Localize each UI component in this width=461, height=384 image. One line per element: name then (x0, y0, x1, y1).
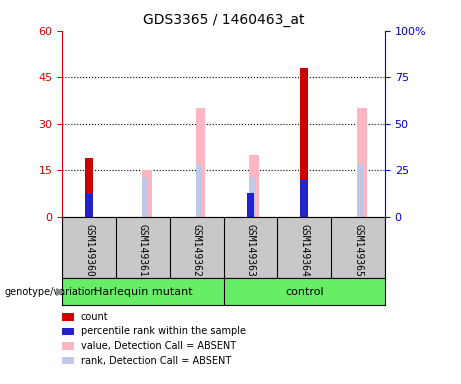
Text: ▶: ▶ (56, 287, 65, 297)
Bar (195, 108, 205, 217)
Bar (142, 177, 148, 217)
Bar (85, 158, 93, 217)
Text: percentile rank within the sample: percentile rank within the sample (81, 326, 246, 336)
Bar (357, 164, 363, 217)
Bar (195, 164, 202, 217)
Bar (357, 108, 366, 217)
Text: count: count (81, 312, 108, 322)
Text: control: control (285, 287, 324, 297)
Text: GSM149362: GSM149362 (192, 224, 202, 277)
Bar (301, 180, 308, 217)
Bar (85, 193, 93, 217)
Bar (249, 155, 259, 217)
Text: GSM149365: GSM149365 (353, 224, 363, 277)
Text: Harlequin mutant: Harlequin mutant (94, 287, 192, 297)
Bar (247, 193, 254, 217)
Text: GSM149364: GSM149364 (299, 224, 309, 277)
Text: GSM149360: GSM149360 (84, 224, 94, 277)
Bar (142, 170, 152, 217)
Text: rank, Detection Call = ABSENT: rank, Detection Call = ABSENT (81, 356, 231, 366)
Text: genotype/variation: genotype/variation (5, 287, 97, 297)
Bar (301, 68, 308, 217)
Text: GSM149361: GSM149361 (138, 224, 148, 277)
Bar (249, 177, 256, 217)
Text: GSM149363: GSM149363 (245, 224, 255, 277)
Title: GDS3365 / 1460463_at: GDS3365 / 1460463_at (143, 13, 304, 27)
Text: value, Detection Call = ABSENT: value, Detection Call = ABSENT (81, 341, 236, 351)
